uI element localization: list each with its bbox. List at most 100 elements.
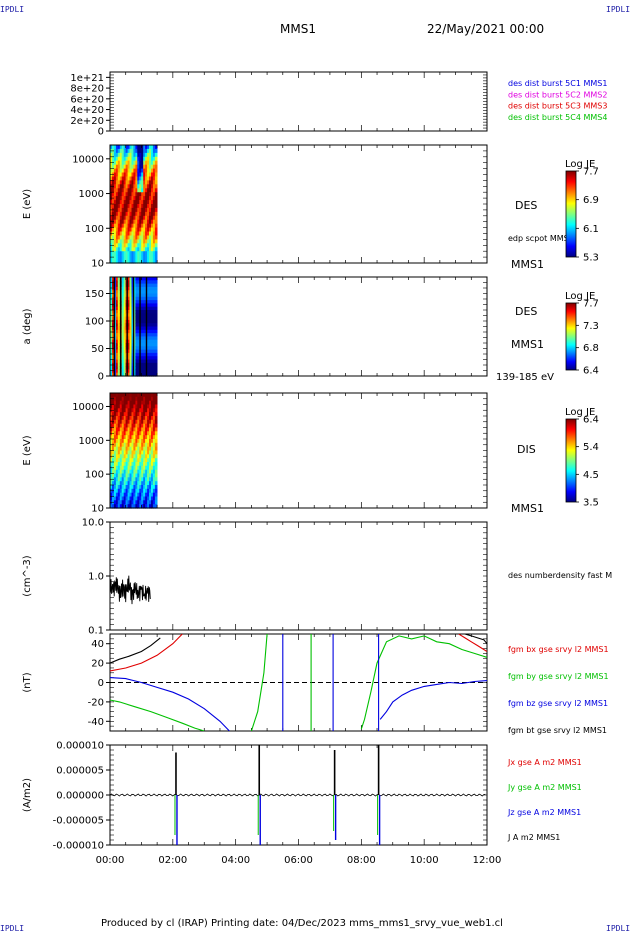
heatmap-cell	[154, 431, 158, 436]
heatmap-cell	[115, 485, 119, 490]
heatmap-cell	[152, 450, 156, 455]
heatmap-cell	[135, 427, 138, 432]
heatmap-cell	[147, 458, 150, 463]
heatmap-cell	[151, 277, 154, 281]
heatmap-cell	[137, 164, 140, 170]
heatmap-cell	[154, 145, 158, 150]
heatmap-cell	[127, 446, 131, 452]
heatmap-cell	[129, 362, 133, 367]
heatmap-cell	[141, 473, 144, 478]
heatmap-cell	[129, 339, 133, 344]
heatmap-cell	[131, 477, 135, 482]
heatmap-cell	[112, 188, 115, 193]
heatmap-cell	[123, 504, 127, 509]
heatmap-cell	[131, 152, 135, 158]
heatmap-cell	[141, 339, 144, 344]
heatmap-cell	[119, 419, 123, 425]
heatmap-cell	[133, 454, 136, 459]
heatmap-cell	[133, 408, 136, 413]
heatmap-cell	[127, 303, 131, 308]
heatmap-cell	[143, 235, 146, 240]
des-energy-colorbar	[565, 170, 577, 258]
heatmap-cell	[145, 446, 148, 452]
heatmap-cell	[152, 343, 156, 347]
heatmap-cell	[129, 427, 133, 432]
heatmap-cell	[133, 243, 136, 248]
heatmap-cell	[135, 204, 138, 209]
heatmap-cell	[147, 204, 150, 209]
heatmap-cell	[152, 359, 156, 364]
heatmap-cell	[127, 500, 131, 505]
heatmap-cell	[154, 419, 158, 425]
pitch-angle-colorbar-tick-label: 7.3	[583, 321, 599, 332]
heatmap-cell	[147, 435, 150, 440]
heatmap-cell	[147, 442, 150, 448]
heatmap-cell	[127, 439, 131, 444]
heatmap-cell	[141, 369, 144, 374]
heatmap-cell	[112, 496, 115, 501]
heatmap-cell	[149, 306, 152, 311]
heatmap-cell	[117, 372, 121, 377]
heatmap-cell	[123, 346, 127, 351]
heatmap-cell	[141, 200, 144, 205]
heatmap-cell	[145, 223, 148, 229]
heatmap-cell	[123, 362, 127, 367]
heatmap-cell	[149, 207, 152, 213]
heatmap-cell	[117, 290, 121, 295]
heatmap-cell	[143, 481, 146, 486]
heatmap-cell	[127, 239, 131, 244]
heatmap-cell	[117, 172, 121, 177]
heatmap-cell	[151, 251, 154, 256]
heatmap-cell	[137, 481, 140, 486]
heatmap-cell	[123, 235, 127, 240]
heatmap-cell	[149, 504, 152, 509]
heatmap-cell	[133, 326, 136, 331]
heatmap-cell	[139, 192, 142, 197]
heatmap-cell	[137, 396, 140, 402]
heatmap-cell	[131, 207, 135, 213]
heatmap-cell	[125, 192, 129, 197]
heatmap-cell	[110, 211, 113, 217]
heatmap-cell	[127, 313, 131, 318]
heatmap-cell	[149, 439, 152, 444]
heatmap-cell	[143, 219, 146, 225]
heatmap-cell	[131, 362, 135, 367]
heatmap-cell	[141, 326, 144, 331]
heatmap-cell	[154, 372, 158, 377]
heatmap-cell	[112, 446, 115, 452]
heatmap-cell	[137, 393, 140, 398]
heatmap-cell	[137, 247, 140, 252]
heatmap-cell	[151, 204, 154, 209]
heatmap-cell	[112, 481, 115, 486]
heatmap-cell	[112, 290, 115, 295]
heatmap-cell	[117, 286, 121, 291]
heatmap-cell	[115, 404, 119, 409]
heatmap-cell	[137, 369, 140, 374]
heatmap-cell	[152, 319, 156, 324]
heatmap-cell	[131, 473, 135, 478]
heatmap-cell	[151, 283, 154, 288]
heatmap-cell	[135, 400, 138, 406]
heatmap-cell	[129, 329, 133, 334]
heatmap-cell	[113, 319, 117, 324]
heatmap-cell	[127, 286, 131, 291]
heatmap-cell	[121, 329, 125, 334]
heatmap-cell	[112, 356, 115, 361]
heatmap-cell	[145, 164, 148, 170]
heatmap-cell	[113, 346, 117, 351]
heatmap-cell	[143, 326, 146, 331]
heatmap-cell	[141, 207, 144, 213]
heatmap-cell	[145, 408, 148, 413]
heatmap-cell	[147, 500, 150, 505]
heatmap-cell	[129, 160, 133, 166]
heatmap-cell	[147, 207, 150, 213]
heatmap-cell	[141, 211, 144, 217]
heatmap-cell	[137, 465, 140, 471]
heatmap-cell	[121, 408, 125, 413]
heatmap-cell	[154, 400, 158, 406]
heatmap-cell	[110, 404, 113, 409]
heatmap-cell	[133, 160, 136, 166]
heatmap-cell	[143, 211, 146, 217]
heatmap-cell	[127, 255, 131, 260]
heatmap-cell	[135, 366, 138, 370]
